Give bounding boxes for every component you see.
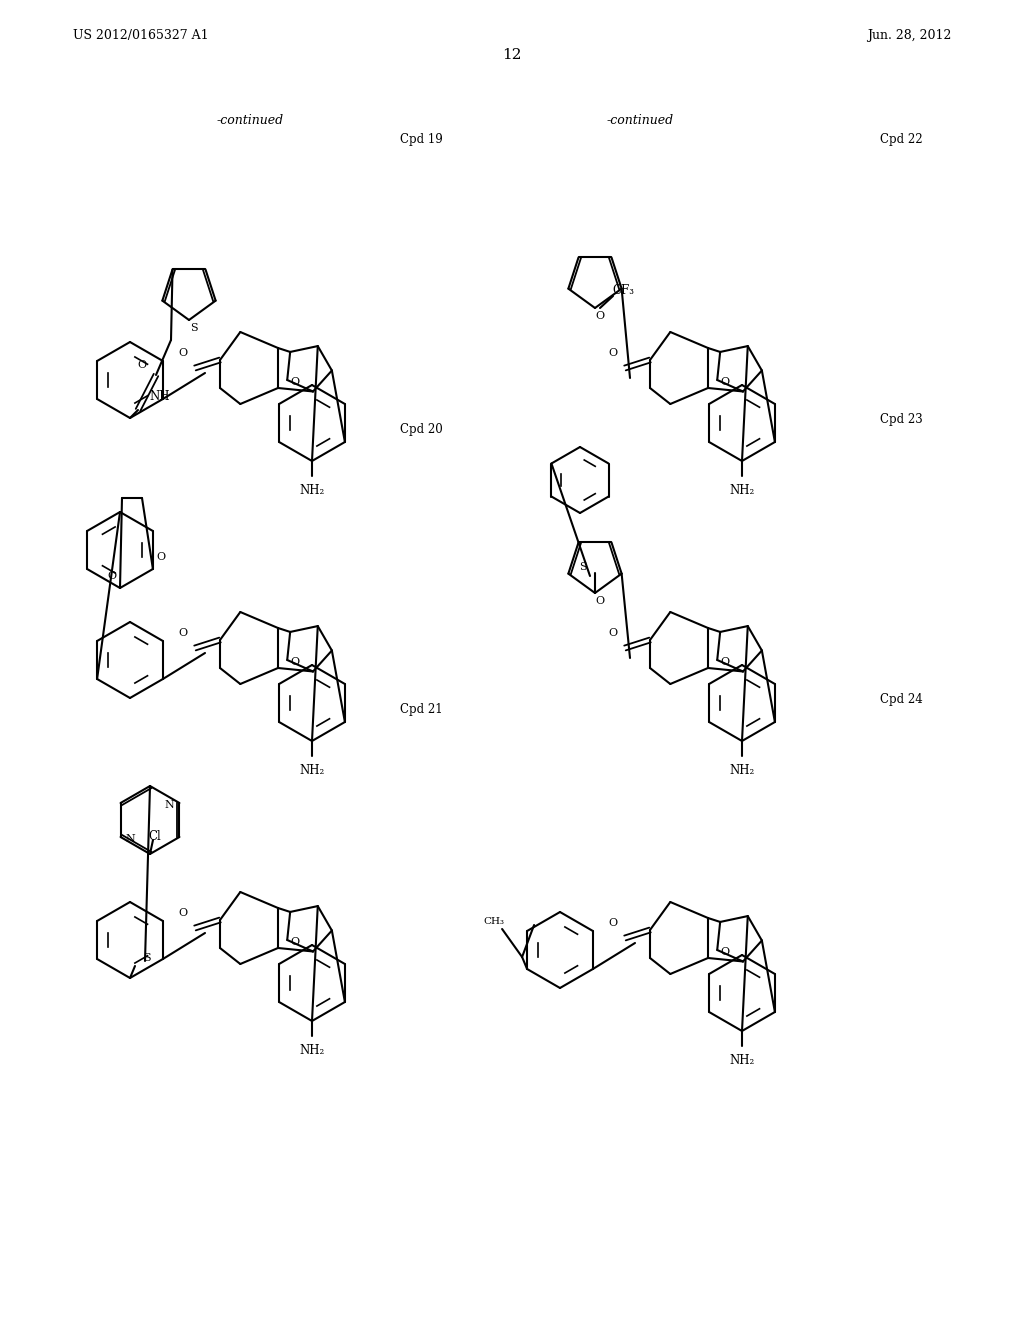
Text: 12: 12 (502, 48, 522, 62)
Text: S: S (143, 953, 151, 964)
Text: NH₂: NH₂ (299, 1044, 325, 1056)
Text: O: O (137, 360, 146, 370)
Text: O: O (608, 628, 617, 638)
Text: O: O (178, 628, 187, 638)
Text: O: O (608, 348, 617, 358)
Text: O: O (595, 597, 604, 606)
Text: S: S (190, 323, 198, 333)
Text: Cpd 23: Cpd 23 (880, 413, 923, 426)
Text: O: O (157, 552, 166, 562)
Text: O: O (178, 908, 187, 917)
Text: O: O (595, 312, 604, 321)
Text: O: O (291, 657, 300, 667)
Text: Cpd 20: Cpd 20 (400, 424, 442, 437)
Text: NH₂: NH₂ (299, 763, 325, 776)
Text: Cpd 22: Cpd 22 (880, 133, 923, 147)
Text: Cpd 21: Cpd 21 (400, 704, 442, 717)
Text: CF₃: CF₃ (612, 284, 634, 297)
Text: O: O (291, 937, 300, 946)
Text: Cl: Cl (148, 829, 162, 842)
Text: CH₃: CH₃ (483, 916, 505, 925)
Text: NH₂: NH₂ (729, 483, 755, 496)
Text: NH₂: NH₂ (299, 483, 325, 496)
Text: N: N (165, 800, 174, 810)
Text: O: O (721, 378, 730, 387)
Text: O: O (108, 572, 117, 581)
Text: O: O (608, 917, 617, 928)
Text: O: O (721, 946, 730, 957)
Text: O: O (178, 348, 187, 358)
Text: NH: NH (150, 389, 170, 403)
Text: NH₂: NH₂ (729, 763, 755, 776)
Text: -continued: -continued (216, 114, 284, 127)
Text: Cpd 24: Cpd 24 (880, 693, 923, 706)
Text: US 2012/0165327 A1: US 2012/0165327 A1 (73, 29, 209, 41)
Text: O: O (721, 657, 730, 667)
Text: O: O (291, 378, 300, 387)
Text: S: S (580, 562, 587, 572)
Text: -continued: -continued (606, 114, 674, 127)
Text: Jun. 28, 2012: Jun. 28, 2012 (866, 29, 951, 41)
Text: N: N (126, 834, 135, 843)
Text: Cpd 19: Cpd 19 (400, 133, 442, 147)
Text: NH₂: NH₂ (729, 1053, 755, 1067)
